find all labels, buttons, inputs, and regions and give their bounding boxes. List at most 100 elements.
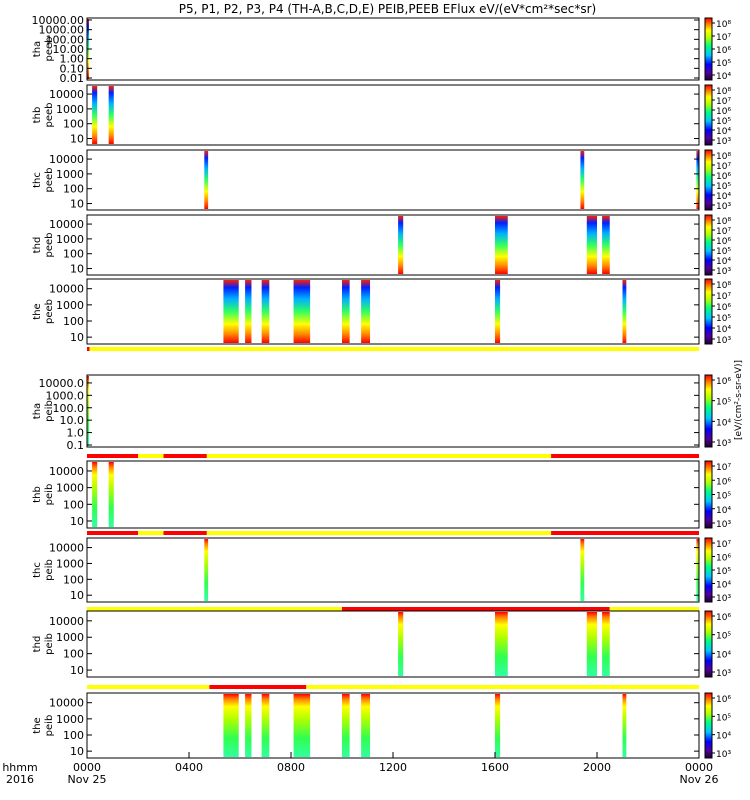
colorbar-tick-label: 10⁸ — [716, 87, 731, 97]
panel-frame — [86, 692, 700, 759]
panel-label: peeb — [44, 103, 55, 128]
spectrogram-segment — [495, 612, 508, 676]
y-tick-label: 1000 — [56, 557, 84, 570]
colorbar-tick-label: 10⁷ — [716, 292, 731, 302]
colorbar-tick-label: 10⁶ — [716, 237, 731, 247]
panel-label: the — [32, 303, 43, 319]
colorbar-tick-label: 10⁴ — [716, 325, 731, 335]
colorbar-tick-label: 10³ — [716, 594, 731, 604]
colorbar-tick-label: 10⁶ — [716, 554, 731, 564]
y-tick-label: 10000 — [49, 615, 84, 628]
colorbar-tick-label: 10⁶ — [716, 46, 731, 56]
colorbar-tick-label: 10⁶ — [716, 303, 731, 313]
y-tick-label: 0.10 — [60, 62, 85, 75]
colorbar-tick-label: 10⁴ — [716, 127, 731, 137]
y-tick-label: 100.00 — [46, 33, 85, 46]
spectrogram-segment — [586, 612, 597, 676]
x-axis-year: 2016 — [6, 773, 34, 786]
x-tick-label: 2000 — [583, 761, 611, 774]
y-tick-label: 10000 — [49, 218, 84, 231]
panel-label: peib — [44, 715, 55, 737]
panel-frame — [86, 17, 700, 81]
colorbar-tick-label: 10⁸ — [716, 152, 731, 162]
colorbar-tick-label: 10⁴ — [716, 581, 731, 591]
spectrogram-segment — [602, 612, 610, 676]
y-tick-label: 100 — [63, 118, 84, 131]
spectrogram-segment — [87, 376, 89, 446]
colorbar-tick-label: 10⁵ — [716, 314, 731, 324]
spectrogram-segment — [495, 280, 501, 343]
colorbar — [704, 610, 713, 678]
y-tick-label: 1000 — [56, 103, 84, 116]
spectrogram-segment — [622, 280, 627, 343]
panel-frame — [86, 610, 700, 678]
spectrogram-segment — [204, 539, 209, 601]
y-tick-label: 10 — [70, 664, 84, 677]
y-tick-label: 100 — [63, 729, 84, 742]
y-tick-label: 1000 — [56, 713, 84, 726]
status-bar-segment — [87, 531, 138, 535]
status-bar-segment — [87, 607, 342, 611]
colorbar-tick-label: 10³ — [716, 267, 731, 277]
x-tick-label: 0000 — [73, 761, 101, 774]
panel-frame — [86, 84, 700, 146]
y-tick-label: 100 — [63, 573, 84, 586]
y-tick-label: 100 — [63, 648, 84, 661]
y-tick-label: 10 — [70, 589, 84, 602]
spectrogram-segment — [696, 539, 699, 601]
colorbar-tick-label: 10⁴ — [716, 506, 731, 516]
panel-label: peib — [44, 400, 55, 422]
spectrogram-segment — [108, 86, 114, 144]
spectrogram-segment — [580, 151, 585, 209]
spectrogram-segment — [398, 612, 404, 676]
spectrogram-segment — [204, 151, 209, 209]
y-tick-label: 10 — [70, 133, 84, 146]
panel-label: thc — [32, 562, 43, 578]
colorbar-tick-label: 10⁵ — [716, 713, 731, 723]
chart-title: P5, P1, P2, P3, P4 (TH-A,B,C,D,E) PEIB,P… — [178, 2, 597, 16]
status-bar-segment — [163, 531, 207, 535]
spectrogram-segment — [261, 694, 270, 757]
x-axis-label: hhmm — [2, 761, 37, 774]
colorbar-tick-label: 10⁵ — [716, 117, 731, 127]
panel-label: peib — [44, 559, 55, 581]
colorbar-tick-label: 10³ — [716, 750, 731, 760]
colorbar-tick-label: 10⁴ — [716, 72, 731, 82]
y-tick-label: 1000 — [56, 168, 84, 181]
panel-frame — [86, 374, 700, 448]
y-tick-label: 1000.00 — [39, 24, 85, 37]
panel-label: peib — [44, 484, 55, 506]
status-bar-segment — [206, 454, 552, 458]
status-bar-segment — [342, 607, 610, 611]
spectrogram-segment — [92, 86, 98, 144]
status-bar-segment — [306, 685, 699, 689]
colorbar-tick-label: 10⁸ — [716, 281, 731, 291]
status-bar-segment — [138, 531, 164, 535]
y-tick-label: 10 — [70, 263, 84, 276]
colorbar-tick-label: 10⁵ — [716, 59, 731, 69]
panel-frame — [86, 214, 700, 276]
spectrogram-segment — [495, 216, 508, 274]
colorbar-unit-label: [eV/(cm²-s-sr-eV)] — [734, 360, 744, 440]
status-bar-segment — [551, 531, 699, 535]
spectrogram-segment — [92, 462, 98, 527]
status-bar-segment — [87, 347, 90, 351]
colorbar-tick-label: 10⁶ — [716, 477, 731, 487]
colorbar-tick-label: 10⁵ — [716, 632, 731, 642]
panel-label: peeb — [44, 299, 55, 324]
colorbar-tick-label: 10⁵ — [716, 567, 731, 577]
x-date-label: Nov 25 — [68, 773, 107, 786]
colorbar — [704, 214, 713, 276]
spectrogram-segment — [293, 694, 311, 757]
panel-label: tha — [32, 41, 43, 57]
y-tick-label: 10000.0 — [39, 377, 85, 390]
panel-frame — [86, 460, 700, 529]
spectrogram-segment — [602, 216, 610, 274]
colorbar — [704, 692, 713, 759]
x-tick-label: 0400 — [175, 761, 203, 774]
panel-label: tha — [32, 403, 43, 419]
y-tick-label: 10.0 — [60, 414, 85, 427]
panel-label: thd — [32, 237, 43, 254]
y-tick-label: 1000 — [56, 233, 84, 246]
colorbar-tick-label: 10⁸ — [716, 217, 731, 227]
